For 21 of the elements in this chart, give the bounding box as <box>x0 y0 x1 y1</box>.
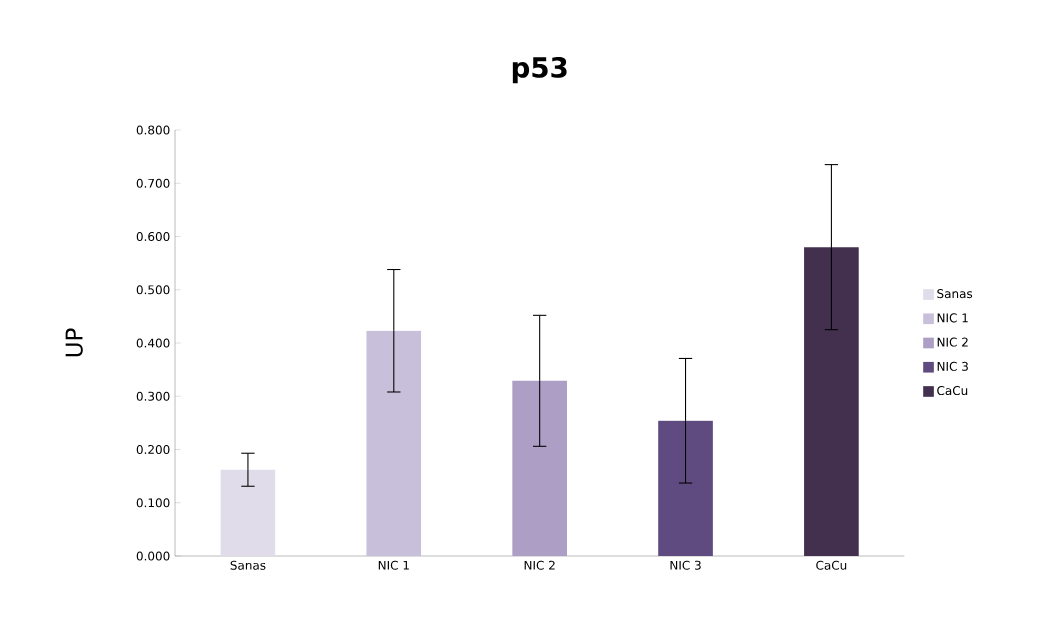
x-tick-label: NIC 3 <box>670 560 701 570</box>
legend-label: CaCu <box>937 386 968 396</box>
y-tick-label: 0.100 <box>136 498 170 508</box>
y-tick-label: 0.200 <box>136 444 170 455</box>
y-tick-label: 0.800 <box>136 125 170 135</box>
y-tick-label: 0.400 <box>136 338 170 348</box>
x-tick-label: Sanas <box>230 560 266 570</box>
legend-label: Sanas <box>937 289 973 299</box>
y-tick-label: 0.300 <box>136 391 170 401</box>
y-tick-label: 0.000 <box>136 551 170 561</box>
x-tick-label: NIC 1 <box>378 560 409 570</box>
legend-label: NIC 1 <box>937 313 968 323</box>
x-tick-label: NIC 2 <box>524 560 555 570</box>
y-tick-label: 0.500 <box>136 285 170 295</box>
legend-label: NIC 2 <box>937 337 968 347</box>
legend-label: NIC 3 <box>937 361 968 371</box>
x-tick-label: CaCu <box>816 560 847 570</box>
chart-title: p53 <box>512 56 567 84</box>
y-tick-label: 0.600 <box>136 231 170 242</box>
y-tick-label: 0.700 <box>136 178 170 188</box>
y-axis-title: UP <box>65 328 83 357</box>
